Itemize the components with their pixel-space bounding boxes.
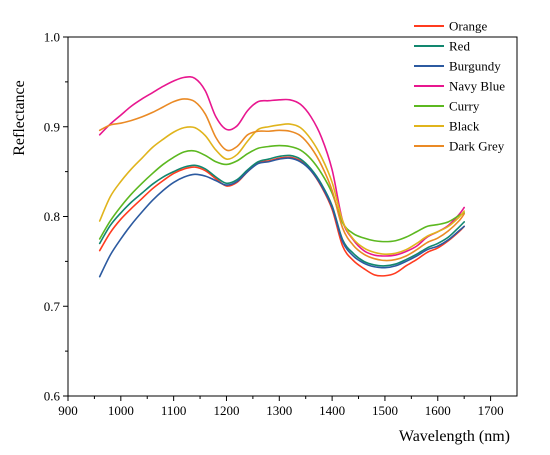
x-tick-label: 1300 [266, 403, 292, 418]
y-tick-label: 1.0 [44, 30, 60, 45]
x-tick-label: 1400 [319, 403, 345, 418]
y-tick-label: 0.9 [44, 119, 60, 134]
legend-label-burgundy: Burgundy [449, 59, 501, 74]
legend-label-red: Red [449, 39, 470, 54]
x-tick-label: 1500 [372, 403, 398, 418]
legend-label-orange: Orange [449, 19, 487, 34]
y-axis-ticks: 0.6 0.7 0.8 0.9 1.0 [44, 30, 68, 404]
y-axis-title: Reflectance [11, 80, 28, 156]
series-line-orange [98, 156, 465, 277]
series-line-red [98, 154, 465, 267]
x-tick-label: 1600 [425, 403, 451, 418]
legend-label-black: Black [449, 119, 480, 134]
series-line-black [98, 123, 465, 256]
series-line-curry [98, 144, 465, 243]
y-tick-label: 0.7 [44, 299, 61, 314]
series-lines [98, 76, 465, 278]
y-tick-label: 0.8 [44, 209, 60, 224]
legend: Orange Red Burgundy Navy Blue Curry Black Dark… [414, 19, 505, 154]
legend-label-dark-grey: Dark Grey [449, 139, 505, 154]
x-tick-label: 1200 [213, 403, 239, 418]
x-tick-label: 1700 [478, 403, 504, 418]
series-line-navy-blue [98, 76, 465, 257]
y-tick-label: 0.6 [44, 389, 61, 404]
x-tick-label: 1100 [161, 403, 187, 418]
x-tick-label: 1000 [108, 403, 134, 418]
x-axis-title: Wavelength (nm) [399, 428, 510, 445]
x-axis-ticks: 900 1000 1100 1200 1300 1400 1500 1600 1700 [58, 396, 504, 418]
series-line-dark-grey [98, 98, 465, 262]
legend-label-navy-blue: Navy Blue [449, 79, 505, 94]
x-tick-label: 900 [58, 403, 78, 418]
series-line-burgundy [98, 157, 465, 278]
legend-label-curry: Curry [449, 99, 480, 114]
